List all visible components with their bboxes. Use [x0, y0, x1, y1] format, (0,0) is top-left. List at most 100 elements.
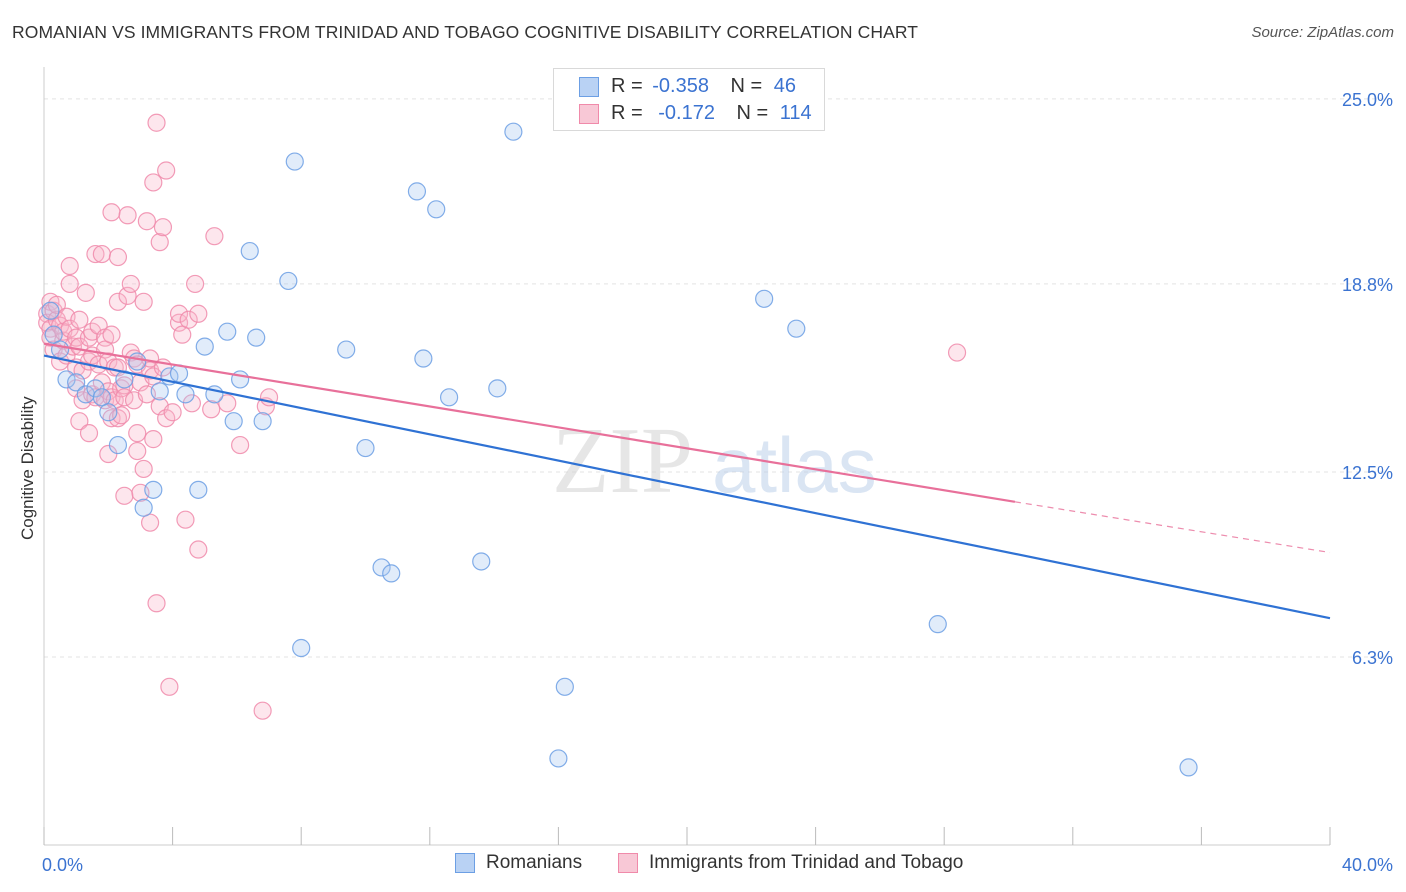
- data-point-romanian: [108, 435, 128, 455]
- legend-swatch-pink: [579, 104, 599, 124]
- data-point-trinidad: [60, 274, 79, 294]
- data-point-trinidad: [137, 212, 156, 231]
- data-point-trinidad: [150, 233, 169, 252]
- data-point-trinidad: [157, 161, 176, 180]
- data-point-romanian: [382, 564, 401, 583]
- data-point-romanian: [67, 373, 86, 392]
- data-point-trinidad: [231, 435, 250, 455]
- data-point-trinidad: [218, 394, 237, 413]
- data-point-romanian: [292, 638, 311, 658]
- data-point-romanian: [472, 552, 491, 571]
- data-point-romanian: [240, 241, 259, 261]
- watermark-zip: ZIP: [552, 409, 693, 513]
- y-tick-label: 12.5%: [1342, 463, 1393, 483]
- data-point-trinidad: [169, 304, 189, 323]
- data-point-trinidad: [205, 227, 224, 246]
- y-tick-label: 6.3%: [1352, 648, 1393, 668]
- trend-line-trinidad: [43, 342, 1016, 503]
- data-point-trinidad: [70, 412, 89, 431]
- data-point-trinidad: [108, 292, 128, 311]
- x-tick-label-min: 0.0%: [42, 855, 83, 875]
- data-point-trinidad: [179, 310, 198, 329]
- y-tick-label: 25.0%: [1342, 90, 1393, 110]
- data-point-trinidad: [102, 203, 121, 222]
- legend-n-value: 46: [773, 75, 797, 97]
- data-point-trinidad: [147, 113, 166, 132]
- data-point-trinidad: [134, 292, 153, 311]
- legend-swatch-pink: [618, 853, 638, 873]
- data-point-trinidad: [189, 540, 208, 559]
- data-point-romanian: [407, 182, 427, 201]
- data-point-trinidad: [134, 459, 153, 479]
- data-point-trinidad: [186, 274, 205, 294]
- data-point-trinidad: [128, 424, 147, 443]
- data-point-trinidad: [147, 594, 166, 613]
- series-points-romanians: [41, 122, 1198, 777]
- grid-lines: [44, 98, 1392, 658]
- data-point-romanian: [218, 322, 237, 341]
- data-point-trinidad: [118, 286, 137, 305]
- data-point-trinidad: [70, 310, 89, 329]
- data-point-romanian: [414, 349, 433, 368]
- data-point-romanian: [285, 152, 304, 171]
- data-point-romanian: [224, 412, 243, 431]
- legend-label-romanians: Romanians: [486, 852, 583, 873]
- y-axis-title: Cognitive Disability: [18, 396, 37, 540]
- legend-n-value: 114: [779, 102, 812, 124]
- legend-r-label: R =: [611, 75, 643, 97]
- data-point-romanian: [86, 379, 105, 398]
- data-point-trinidad: [92, 244, 111, 264]
- data-point-trinidad: [163, 403, 182, 422]
- data-point-trinidad: [60, 256, 79, 276]
- data-point-trinidad: [176, 510, 195, 529]
- x-tick-label-max: 40.0%: [1342, 855, 1393, 875]
- data-point-trinidad: [128, 441, 147, 461]
- data-point-romanian: [488, 379, 507, 398]
- data-point-romanian: [150, 382, 169, 401]
- data-point-trinidad: [182, 394, 201, 413]
- data-point-romanian: [555, 677, 574, 696]
- data-point-trinidad: [153, 218, 173, 237]
- trend-line-romanians: [43, 354, 1331, 620]
- data-point-romanian: [134, 498, 153, 517]
- watermark: ZIP atlas: [552, 409, 877, 513]
- data-point-trinidad: [118, 206, 137, 225]
- data-point-trinidad: [202, 400, 221, 419]
- legend-swatch-blue: [455, 853, 475, 873]
- legend-label-trinidad: Immigrants from Trinidad and Tobago: [649, 852, 964, 873]
- legend-r-label: R =: [611, 102, 643, 124]
- data-point-romanian: [176, 385, 195, 404]
- data-point-trinidad: [108, 247, 128, 267]
- series-points-trinidad: [38, 113, 967, 720]
- data-point-romanian: [504, 122, 523, 141]
- data-point-romanian: [928, 615, 947, 634]
- data-point-romanian: [372, 558, 391, 577]
- data-point-romanian: [356, 438, 375, 458]
- data-point-romanian: [253, 412, 272, 431]
- legend-swatch-blue: [579, 77, 599, 97]
- data-point-trinidad: [189, 304, 208, 323]
- data-point-trinidad: [160, 677, 179, 696]
- data-point-trinidad: [121, 274, 140, 294]
- legend-r-value: -0.172: [658, 102, 715, 124]
- data-point-romanian: [247, 328, 266, 347]
- data-point-romanian: [337, 340, 356, 359]
- data-point-romanian: [279, 271, 298, 291]
- data-point-romanian: [439, 388, 459, 407]
- data-point-trinidad: [253, 701, 272, 720]
- data-point-trinidad: [144, 430, 163, 449]
- data-point-romanian: [549, 749, 568, 768]
- data-point-romanian: [50, 340, 70, 359]
- data-point-trinidad: [102, 325, 121, 344]
- data-point-romanian: [787, 319, 806, 338]
- data-point-trinidad: [144, 173, 163, 192]
- data-point-romanian: [427, 200, 446, 219]
- axes: [43, 67, 1331, 846]
- data-point-trinidad: [76, 283, 95, 302]
- data-point-trinidad: [947, 343, 967, 362]
- chart-source: Source: ZipAtlas.com: [1251, 24, 1394, 41]
- data-point-trinidad: [79, 424, 99, 443]
- data-point-romanian: [144, 480, 163, 499]
- data-point-trinidad: [115, 486, 134, 505]
